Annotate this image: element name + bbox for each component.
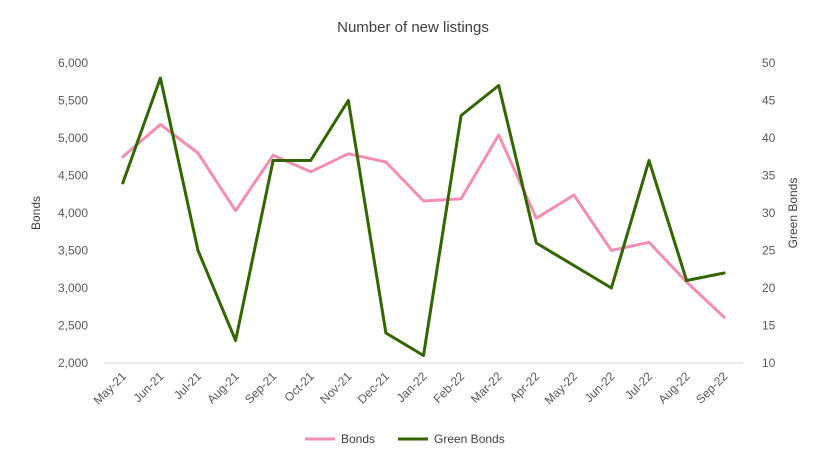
left-tick-label: 5,000 — [58, 131, 88, 145]
x-tick-label: May-21 — [91, 369, 129, 407]
right-tick-label: 45 — [762, 94, 776, 108]
x-tick-label: Jun-22 — [582, 369, 618, 405]
x-tick-label: Dec-21 — [355, 369, 392, 406]
left-tick-label: 2,000 — [58, 356, 88, 370]
x-axis-ticks: May-21 Jun-21 Jul-21 Aug-21 Sep-21 Oct-21 Nov-… — [91, 369, 731, 407]
series-line-green-bonds — [121, 76, 726, 357]
right-tick-label: 50 — [762, 56, 776, 70]
x-tick-label: Jul-21 — [171, 369, 204, 402]
left-tick-label: 2,500 — [58, 319, 88, 333]
x-tick-label: Jan-22 — [394, 369, 430, 405]
series-layer — [121, 76, 726, 357]
legend: Bonds Green Bonds — [305, 432, 505, 446]
x-tick-label: Aug-21 — [204, 369, 241, 406]
legend-label-bonds: Bonds — [341, 432, 375, 446]
y-axis-title: Bonds — [29, 196, 43, 230]
left-axis-ticks: 2,000 2,500 3,000 3,500 4,000 4,500 5,000 5,500… — [58, 56, 88, 370]
right-tick-label: 10 — [762, 356, 776, 370]
left-tick-label: 3,000 — [58, 281, 88, 295]
y2-axis-title: Green Bonds — [786, 178, 800, 249]
left-tick-label: 6,000 — [58, 56, 88, 70]
chart-title: Number of new listings — [337, 19, 489, 36]
right-tick-label: 25 — [762, 244, 776, 258]
x-tick-label: May-22 — [542, 369, 580, 407]
left-tick-label: 4,500 — [58, 169, 88, 183]
left-tick-label: 5,500 — [58, 94, 88, 108]
x-tick-label: Oct-21 — [281, 369, 317, 405]
x-tick-label: Sep-21 — [242, 369, 279, 406]
x-tick-label: Sep-22 — [693, 369, 730, 406]
x-tick-label: Apr-22 — [507, 369, 543, 405]
right-tick-label: 40 — [762, 131, 776, 145]
x-tick-label: Nov-21 — [317, 369, 354, 406]
x-tick-label: Feb-22 — [430, 369, 467, 406]
right-tick-label: 15 — [762, 319, 776, 333]
x-tick-label: Jul-22 — [622, 369, 655, 402]
left-tick-label: 3,500 — [58, 244, 88, 258]
right-tick-label: 35 — [762, 169, 776, 183]
right-tick-label: 30 — [762, 206, 776, 220]
x-tick-label: Mar-22 — [468, 369, 505, 406]
right-tick-label: 20 — [762, 281, 776, 295]
x-tick-label: Aug-22 — [655, 369, 692, 406]
right-axis-ticks: 10 15 20 25 30 35 40 45 50 — [762, 56, 776, 370]
left-tick-label: 4,000 — [58, 206, 88, 220]
legend-label-green-bonds: Green Bonds — [434, 432, 505, 446]
x-tick-label: Jun-21 — [131, 369, 167, 405]
